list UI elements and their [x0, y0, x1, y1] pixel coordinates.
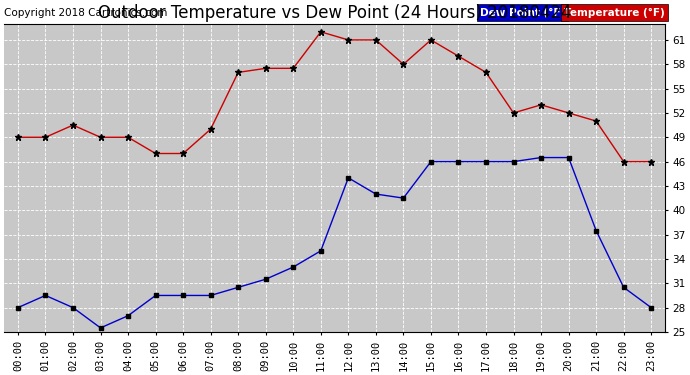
Text: Copyright 2018 Cartronics.com: Copyright 2018 Cartronics.com	[4, 8, 168, 18]
Text: Dew Point (°F): Dew Point (°F)	[480, 8, 565, 18]
Title: Outdoor Temperature vs Dew Point (24 Hours) 20180424: Outdoor Temperature vs Dew Point (24 Hou…	[98, 4, 571, 22]
Text: Temperature (°F): Temperature (°F)	[564, 8, 665, 18]
